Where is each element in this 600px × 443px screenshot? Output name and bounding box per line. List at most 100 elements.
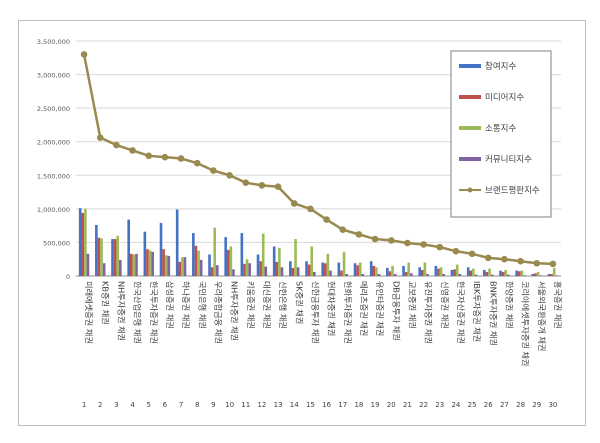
category-label: 교보증권 채권 bbox=[407, 281, 417, 329]
bar-2 bbox=[517, 271, 521, 276]
y-tick-label: 0 bbox=[66, 273, 70, 281]
rank-label: 22 bbox=[419, 401, 428, 409]
bar-1 bbox=[95, 224, 98, 276]
category-label: BNK투자증권 채권 bbox=[488, 281, 498, 346]
bar-4 bbox=[199, 259, 203, 276]
y-tick-label: 500,000 bbox=[43, 239, 70, 247]
bar-1 bbox=[483, 269, 486, 276]
bar-1 bbox=[499, 270, 502, 276]
rank-label: 18 bbox=[354, 401, 363, 409]
rank-label: 16 bbox=[322, 401, 331, 409]
bar-3 bbox=[536, 271, 540, 276]
bar-2 bbox=[420, 269, 424, 276]
category-label: 삼성증권 채권 bbox=[165, 281, 175, 329]
category-label: 메리츠증권 채권 bbox=[359, 281, 369, 336]
legend-label: 브랜드평판지수 bbox=[485, 185, 540, 196]
brand-reputation-chart: 0 500,000 1,000,000 1,500,000 2,000,000 2,500… bbox=[37, 38, 563, 409]
bar-4 bbox=[507, 274, 510, 276]
rank-label: 1 bbox=[82, 401, 86, 409]
bar-4 bbox=[151, 251, 154, 276]
bar-3 bbox=[358, 262, 362, 276]
category-label: DB금융투자 채권 bbox=[391, 281, 401, 341]
bar-2 bbox=[243, 263, 246, 276]
line-point bbox=[161, 153, 169, 161]
bar-3 bbox=[326, 253, 330, 276]
rank-label: 6 bbox=[163, 401, 168, 409]
bar-1 bbox=[208, 254, 211, 276]
bar-4 bbox=[345, 273, 348, 276]
bar-2 bbox=[129, 253, 133, 276]
bar-3 bbox=[342, 251, 346, 276]
bar-4 bbox=[329, 270, 332, 276]
bar-3 bbox=[472, 268, 475, 276]
bar-1 bbox=[111, 239, 114, 276]
bar-2 bbox=[97, 237, 101, 276]
bar-1 bbox=[531, 273, 535, 276]
rank-label: 5 bbox=[147, 401, 151, 409]
bar-3 bbox=[520, 270, 524, 276]
bar-2 bbox=[81, 212, 85, 276]
bar-3 bbox=[116, 235, 120, 276]
line-point bbox=[468, 250, 476, 258]
bar-3 bbox=[439, 267, 443, 276]
y-tick-label: 1,000,000 bbox=[37, 206, 70, 214]
bar-4 bbox=[280, 267, 284, 276]
legend-label: 커뮤니티지수 bbox=[485, 154, 532, 165]
bar-4 bbox=[555, 275, 559, 276]
bar-1 bbox=[224, 237, 227, 276]
bar-3 bbox=[310, 246, 314, 276]
line-point bbox=[436, 243, 444, 251]
line-point bbox=[307, 205, 314, 213]
bar-4 bbox=[458, 273, 462, 276]
line-point bbox=[177, 155, 185, 162]
category-label: 국민은행 채권 bbox=[197, 281, 207, 329]
bar-3 bbox=[423, 262, 427, 276]
bar-2 bbox=[210, 267, 214, 276]
bar-1 bbox=[272, 246, 276, 276]
line-point bbox=[129, 147, 136, 154]
bar-3 bbox=[375, 267, 378, 276]
category-label: 대신증권 채권 bbox=[262, 281, 272, 329]
bar-2 bbox=[340, 270, 343, 276]
y-tick-label: 3,000,000 bbox=[37, 72, 70, 80]
category-label: 유진투자증권 채권 bbox=[424, 281, 434, 344]
y-tick-label: 1,500,000 bbox=[37, 172, 70, 180]
bar-4 bbox=[377, 273, 381, 276]
bar-2 bbox=[275, 261, 279, 276]
rank-label: 20 bbox=[387, 401, 396, 409]
category-label: 흥국증권 채권 bbox=[553, 281, 563, 329]
bar-3 bbox=[164, 255, 168, 276]
bar-1 bbox=[337, 262, 341, 276]
bar-1 bbox=[450, 269, 454, 276]
y-tick-label: 2,500,000 bbox=[37, 105, 70, 113]
bar-4 bbox=[313, 271, 316, 276]
rank-label: 26 bbox=[484, 401, 493, 409]
line-point bbox=[355, 231, 363, 238]
bar-1 bbox=[418, 267, 421, 276]
bar-2 bbox=[162, 249, 165, 276]
bar-2 bbox=[307, 264, 311, 276]
bar-2 bbox=[226, 249, 230, 276]
legend-swatch bbox=[459, 95, 481, 99]
category-label: SK증권 채권 bbox=[294, 281, 304, 324]
line-point bbox=[290, 200, 298, 207]
bar-4 bbox=[232, 269, 235, 276]
bar-3 bbox=[278, 247, 281, 276]
bar-3 bbox=[294, 239, 297, 276]
line-point bbox=[484, 254, 492, 262]
rank-label: 9 bbox=[211, 401, 215, 409]
bar-4 bbox=[490, 274, 494, 276]
bar-3 bbox=[504, 269, 508, 276]
bar-4 bbox=[264, 266, 268, 276]
bar-1 bbox=[386, 267, 389, 276]
legend-swatch bbox=[459, 126, 481, 130]
line-point bbox=[452, 247, 460, 255]
bar-2 bbox=[356, 265, 359, 276]
rank-label: 14 bbox=[290, 401, 299, 409]
bar-1 bbox=[240, 233, 244, 276]
category-label: IBK투자증권 채권 bbox=[472, 281, 482, 342]
bar-1 bbox=[192, 233, 195, 276]
category-label: 우리종합금융 채권 bbox=[213, 281, 223, 344]
rank-label: 3 bbox=[114, 401, 118, 409]
rank-label: 24 bbox=[451, 401, 460, 409]
